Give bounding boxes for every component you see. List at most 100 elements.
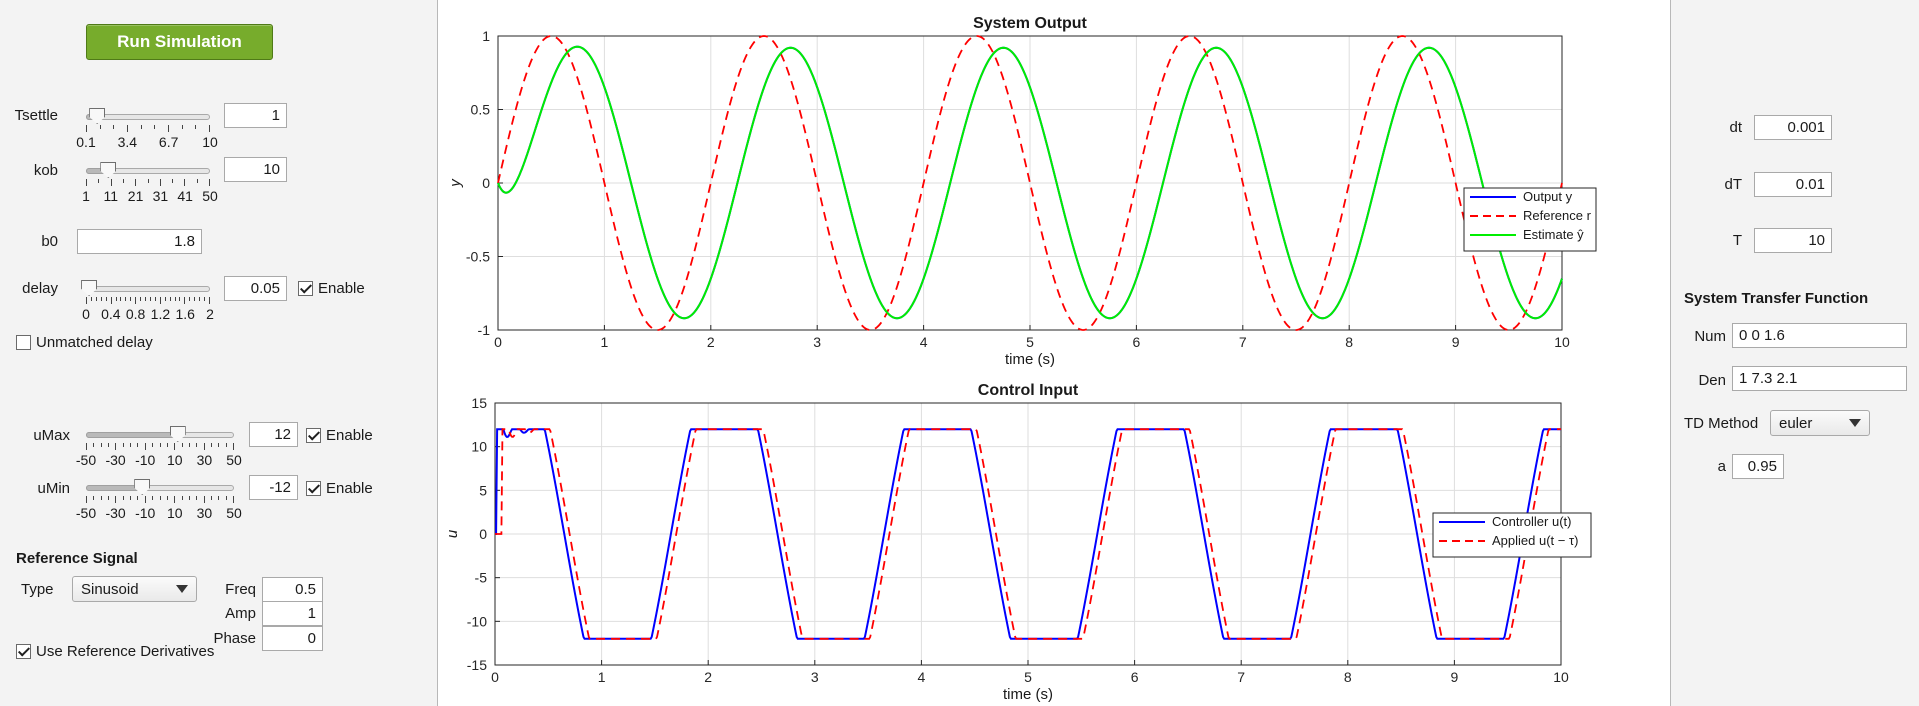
slider-tick-label: 3.4 xyxy=(117,134,138,150)
y-tick-label: 0 xyxy=(479,526,487,542)
freq-input[interactable] xyxy=(262,577,323,602)
unmatched-delay-checkbox[interactable]: Unmatched delay xyxy=(16,334,153,351)
umin-enable-box[interactable] xyxy=(306,481,321,496)
slider-tick xyxy=(189,297,191,301)
slider-thumb[interactable] xyxy=(169,426,186,442)
slider-tick xyxy=(108,496,110,500)
T-label: T xyxy=(1732,232,1742,249)
system-output-chart: 0 1 2 3 4 5 6 7 8 9 10 -1 -0.5 0 0.5 1 System Output time… xyxy=(447,15,1597,368)
slider-tick xyxy=(144,496,146,503)
unmatched-delay-box[interactable] xyxy=(16,335,31,350)
slider-tick xyxy=(140,125,142,129)
slider-tick xyxy=(159,443,161,447)
tsettle-input[interactable] xyxy=(224,103,287,128)
b0-label: b0 xyxy=(41,233,58,250)
y-tick-label: -0.5 xyxy=(466,249,490,265)
kob-input[interactable] xyxy=(224,157,287,182)
y-tick-label: -10 xyxy=(467,613,487,629)
slider-tick xyxy=(210,443,212,447)
umax-enable-checkbox[interactable]: Enable xyxy=(306,427,373,444)
slider-tick xyxy=(115,443,117,450)
dT-input[interactable] xyxy=(1754,172,1832,197)
umin-enable-label: Enable xyxy=(326,480,373,497)
umax-slider[interactable]: -50 -30 -10 10 30 50 xyxy=(76,424,242,472)
dt-label: dt xyxy=(1729,119,1742,136)
x-tick-label: 8 xyxy=(1344,669,1352,685)
y-tick-label: 5 xyxy=(479,482,487,498)
slider-tick xyxy=(209,179,210,186)
umin-input[interactable] xyxy=(249,475,298,500)
kob-slider[interactable]: 1 11 21 31 41 50 xyxy=(82,160,218,208)
umin-enable-checkbox[interactable]: Enable xyxy=(306,480,373,497)
series-reference-r xyxy=(497,35,1563,331)
slider-tick xyxy=(218,443,220,447)
delay-slider[interactable]: 0 0.4 0.8 1.2 1.6 2 xyxy=(81,278,214,326)
tsettle-slider[interactable]: 0.1 3.4 6.7 10 xyxy=(76,106,218,154)
delay-input[interactable] xyxy=(224,276,287,301)
dt-input[interactable] xyxy=(1754,115,1832,140)
slider-thumb[interactable] xyxy=(81,280,98,296)
slider-tick xyxy=(113,125,115,129)
delay-enable-label: Enable xyxy=(318,280,365,297)
slider-tick-label: 10 xyxy=(167,452,183,468)
reference-type-label: Type xyxy=(21,581,54,598)
slider-tick xyxy=(135,297,137,304)
slider-tick xyxy=(159,496,161,500)
slider-tick xyxy=(233,443,234,450)
num-input[interactable] xyxy=(1732,323,1907,348)
slider-tick-label: -30 xyxy=(105,452,126,468)
slider-tick-label: 0.4 xyxy=(101,306,121,322)
use-reference-derivatives-checkbox[interactable]: Use Reference Derivatives xyxy=(16,643,214,660)
delay-label: delay xyxy=(22,280,58,297)
amp-input[interactable] xyxy=(262,601,323,626)
chevron-down-icon xyxy=(176,585,188,593)
slider-tick xyxy=(95,297,97,301)
umin-slider[interactable]: -50 -30 -10 10 30 50 xyxy=(76,477,242,525)
use-reference-derivatives-box[interactable] xyxy=(16,644,31,659)
x-tick-label: 5 xyxy=(1024,669,1032,685)
slider-tick xyxy=(194,297,196,301)
slider-tick xyxy=(86,443,87,450)
slider-tick xyxy=(86,125,87,132)
slider-tick xyxy=(166,443,168,447)
reference-type-dropdown[interactable]: Sinusoid xyxy=(72,576,197,602)
slider-tick xyxy=(108,443,110,447)
run-simulation-button[interactable]: Run Simulation xyxy=(86,24,273,60)
delay-enable-checkbox[interactable]: Enable xyxy=(298,280,365,297)
slider-tick xyxy=(137,443,139,447)
slider-tick xyxy=(130,443,132,447)
slider-tick xyxy=(196,496,198,500)
slider-tick xyxy=(130,297,132,301)
phase-input[interactable] xyxy=(262,626,323,651)
delay-enable-box[interactable] xyxy=(298,281,313,296)
umax-enable-box[interactable] xyxy=(306,428,321,443)
slider-tick xyxy=(164,297,166,301)
slider-tick xyxy=(203,443,205,450)
td-method-dropdown[interactable]: euler xyxy=(1770,410,1870,436)
slider-thumb[interactable] xyxy=(89,108,106,124)
slider-tick-label: -50 xyxy=(75,505,97,521)
slider-ticks xyxy=(86,125,210,135)
slider-tick-label: 11 xyxy=(103,188,119,204)
T-input[interactable] xyxy=(1754,228,1832,253)
slider-thumb[interactable] xyxy=(100,162,117,178)
plots-panel: 0 1 2 3 4 5 6 7 8 9 10 -1 -0.5 0 0.5 1 System Output time… xyxy=(438,0,1671,706)
a-input[interactable] xyxy=(1732,454,1784,479)
den-input[interactable] xyxy=(1732,366,1907,391)
slider-thumb[interactable] xyxy=(134,479,151,495)
dT-label: dT xyxy=(1724,176,1742,193)
y-tick-label: 15 xyxy=(471,395,487,411)
slider-tick xyxy=(210,496,212,500)
freq-label: Freq xyxy=(225,581,256,598)
slider-tick xyxy=(169,297,171,301)
slider-tick xyxy=(174,496,176,503)
slider-ticks xyxy=(86,496,234,506)
slider-track[interactable] xyxy=(86,286,210,292)
slider-tick xyxy=(137,496,139,500)
slider-tick xyxy=(181,443,183,447)
b0-input[interactable] xyxy=(77,229,202,254)
umax-input[interactable] xyxy=(249,422,298,447)
y-tick-label: -1 xyxy=(478,322,491,338)
slider-tick xyxy=(184,297,186,304)
y-tick-label: 0.5 xyxy=(471,102,491,118)
